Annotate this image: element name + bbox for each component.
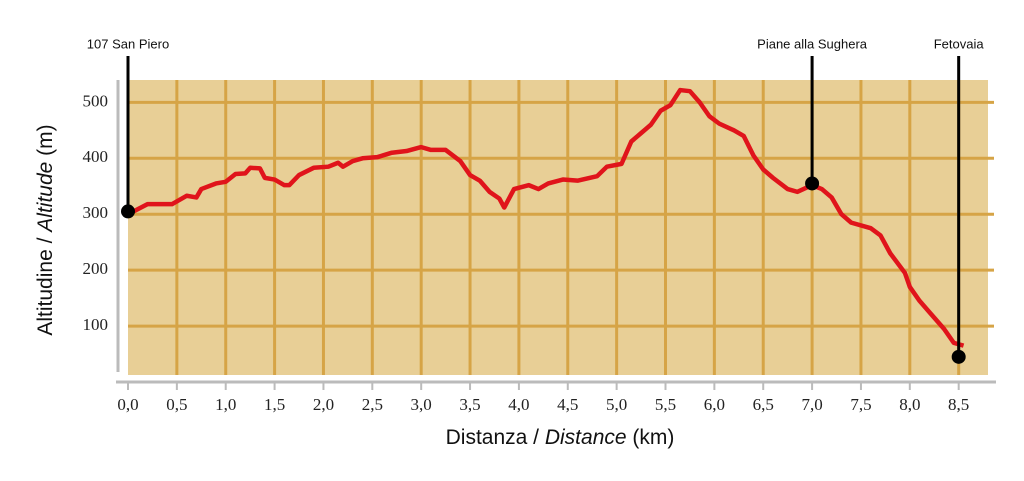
- x-axis-label: Distanza / Distance (km): [446, 426, 675, 449]
- x-label-part: (km): [627, 426, 675, 449]
- y-tick-label: 200: [83, 259, 109, 278]
- x-tick-label: 1,0: [215, 395, 236, 414]
- y-label-part: Altitudine /: [34, 232, 57, 336]
- x-tick-label: 8,0: [899, 395, 920, 414]
- x-tick-label: 5,5: [655, 395, 676, 414]
- x-tick-label: 6,5: [753, 395, 774, 414]
- x-tick-label: 0,0: [117, 395, 138, 414]
- x-tick-label: 4,5: [557, 395, 578, 414]
- x-tick-label: 3,5: [459, 395, 480, 414]
- x-tick-label: 0,5: [166, 395, 187, 414]
- y-tick-label: 400: [83, 147, 109, 166]
- x-tick-label: 1,5: [264, 395, 285, 414]
- x-tick-label: 5,0: [606, 395, 627, 414]
- x-tick-label: 2,5: [362, 395, 383, 414]
- plot-background: [128, 80, 988, 375]
- x-label-part: Distance: [545, 426, 627, 449]
- x-tick-label: 7,5: [850, 395, 871, 414]
- waypoint-marker: [951, 349, 966, 364]
- x-tick-label: 3,0: [411, 395, 432, 414]
- x-tick-label: 4,0: [508, 395, 529, 414]
- y-tick-label: 300: [83, 203, 109, 222]
- elevation-line: [126, 87, 965, 348]
- waypoint-label: Fetovaia: [934, 36, 985, 51]
- y-tick-label: 500: [83, 91, 109, 110]
- waypoint-marker: [121, 204, 135, 219]
- x-tick-label: 7,0: [801, 395, 822, 414]
- y-label-part: Altitude: [34, 162, 57, 234]
- y-label-part: (m): [34, 124, 57, 161]
- x-tick-label: 2,0: [313, 395, 334, 414]
- waypoint-label: 107 San Piero: [87, 36, 169, 51]
- y-axis-label: Altitudine / Altitude (m): [34, 124, 57, 335]
- x-tick-label: 6,0: [704, 395, 725, 414]
- waypoint-marker: [805, 176, 820, 191]
- waypoint-label: Piane alla Sughera: [757, 36, 868, 51]
- x-tick-label: 8,5: [948, 395, 969, 414]
- y-tick-label: 100: [83, 315, 109, 334]
- x-label-part: Distanza /: [446, 426, 545, 449]
